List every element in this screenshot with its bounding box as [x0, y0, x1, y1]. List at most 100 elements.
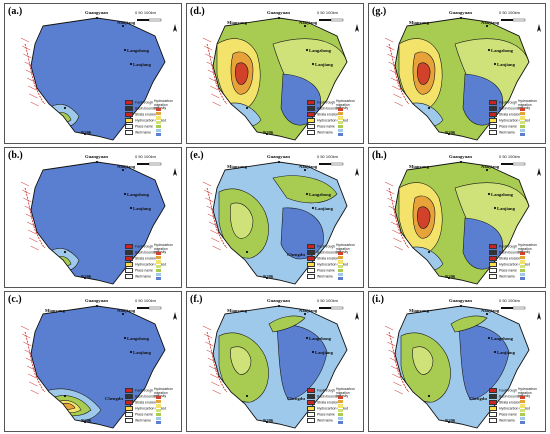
strata-erosion-mark — [30, 245, 39, 251]
legend-ramp-step — [338, 421, 343, 426]
scale-bar: 0 50 100km — [317, 154, 361, 166]
basin-boundary — [212, 305, 348, 429]
legend-swatch — [489, 250, 497, 255]
scale-bar: 0 50 100km — [135, 10, 179, 22]
legend-ramp-step — [338, 416, 343, 422]
strata-erosion-mark — [204, 333, 213, 339]
legend-item: Fault trough — [489, 388, 517, 393]
legend-ramp-step — [338, 404, 343, 409]
map-panel: (c.) Guangyuan Nanjiang Mianyang Langzhong La… — [4, 291, 182, 432]
strata-erosion-mark — [390, 365, 400, 371]
place-label-langzhong: Langzhong — [127, 336, 149, 341]
legend-item: Hydrocarbon vitiated — [489, 118, 530, 123]
legend-swatch — [307, 256, 315, 261]
strata-erosion-mark — [28, 229, 37, 235]
legend-item-label: Strata erosion — [135, 256, 157, 261]
legend-ramp-step — [156, 128, 161, 134]
legend-ramp-step — [156, 277, 161, 282]
legend-item-label: Well name — [499, 130, 515, 135]
legend-item-label: Strata erosion — [317, 112, 339, 117]
map-legend: Fault trough Basin boundary Strata erosion… — [307, 387, 363, 430]
strata-erosion-mark — [22, 333, 31, 339]
north-arrow-icon — [355, 24, 359, 32]
strata-erosion-mark — [208, 365, 218, 371]
place-marker — [487, 192, 491, 196]
legend-ramp-step — [338, 252, 343, 257]
strata-erosion-mark — [394, 101, 403, 107]
legend-item-label: Fault trough — [317, 100, 336, 105]
legend-swatch — [489, 268, 497, 273]
legend-ramp-step — [338, 108, 343, 113]
place-label-n206: N206 — [263, 418, 274, 423]
legend-swatch — [307, 394, 315, 399]
place-marker — [265, 132, 269, 136]
legend-item: Fault trough — [307, 388, 335, 393]
legend-swatch — [125, 274, 133, 279]
strata-erosion-mark — [206, 349, 215, 355]
place-marker — [95, 16, 99, 20]
legend-swatch — [125, 100, 133, 105]
strata-erosion-mark — [23, 53, 32, 59]
legend-item: Place name — [125, 124, 153, 129]
intensity-zone-peak — [416, 206, 431, 229]
place-marker — [277, 16, 281, 20]
legend-item-label: Hydrocarbon vitiated — [317, 406, 349, 411]
place-label-n206: N206 — [263, 130, 274, 135]
panel-label: (d.) — [190, 6, 205, 17]
legend-color-ramp — [156, 108, 161, 138]
legend-ramp-step — [520, 277, 525, 282]
place-marker — [303, 168, 307, 172]
scale-text: 0 50 100km — [499, 298, 520, 303]
legend-item-label: Place name — [499, 412, 517, 417]
place-label-chengdu: Chengdu — [105, 396, 123, 401]
legend-swatch — [489, 256, 497, 261]
legend-swatch — [489, 130, 497, 135]
basin-map — [384, 304, 541, 429]
legend-ramp-step — [156, 272, 161, 278]
panel-label: (h.) — [372, 150, 387, 161]
legend-swatch — [125, 244, 133, 249]
intensity-zone-north — [450, 315, 488, 333]
map-legend: Fault trough Basin boundary Strata erosion… — [489, 387, 545, 430]
legend-item-label: Basin boundary — [135, 106, 159, 111]
legend-swatch — [125, 412, 133, 417]
basin-map — [384, 16, 541, 141]
legend-ramp-step — [338, 260, 343, 265]
legend-swatch — [307, 412, 315, 417]
place-marker — [277, 304, 281, 308]
legend-swatch — [307, 262, 315, 267]
basin-map — [20, 160, 177, 285]
legend-swatch — [307, 400, 315, 405]
basin-boundary — [212, 161, 348, 285]
legend-ramp-step — [520, 128, 525, 134]
legend-ramp-step — [338, 412, 343, 417]
legend-item: Strata erosion — [125, 400, 156, 405]
scale-bar: 0 50 100km — [499, 154, 543, 166]
place-marker — [83, 420, 87, 424]
legend-item: Well name — [307, 418, 333, 423]
intensity-zone-high — [229, 202, 254, 239]
legend-ramp-step — [520, 396, 525, 401]
legend-ramp-step — [156, 112, 161, 117]
place-marker — [311, 206, 315, 210]
legend-swatch — [489, 418, 497, 423]
map-legend: Fault trough Basin boundary Strata erosion… — [307, 243, 363, 286]
legend-ramp-step — [520, 400, 525, 405]
strata-erosion-mark — [20, 325, 30, 331]
strata-erosion-mark — [22, 45, 31, 51]
north-arrow-icon — [537, 24, 541, 32]
place-marker — [123, 48, 127, 52]
place-label-n206: N206 — [263, 274, 274, 279]
scale-text: 0 50 100km — [499, 154, 520, 159]
strata-erosion-mark — [393, 93, 402, 99]
legend-swatch — [125, 418, 133, 423]
north-arrow-icon — [537, 168, 541, 176]
legend-item: Hydrocarbon vitiated — [307, 262, 348, 267]
map-panel: (b.) Guangyuan Nanjiang Langzhong Lanjiang N2… — [4, 147, 182, 288]
legend-ramp-step — [156, 108, 161, 113]
place-marker — [427, 106, 431, 110]
legend-ramp-step — [156, 124, 161, 129]
legend-item-label: Hydrocarbon vitiated — [135, 262, 167, 267]
strata-erosion-mark — [24, 205, 33, 211]
legend-item-label: Fault trough — [499, 100, 518, 105]
